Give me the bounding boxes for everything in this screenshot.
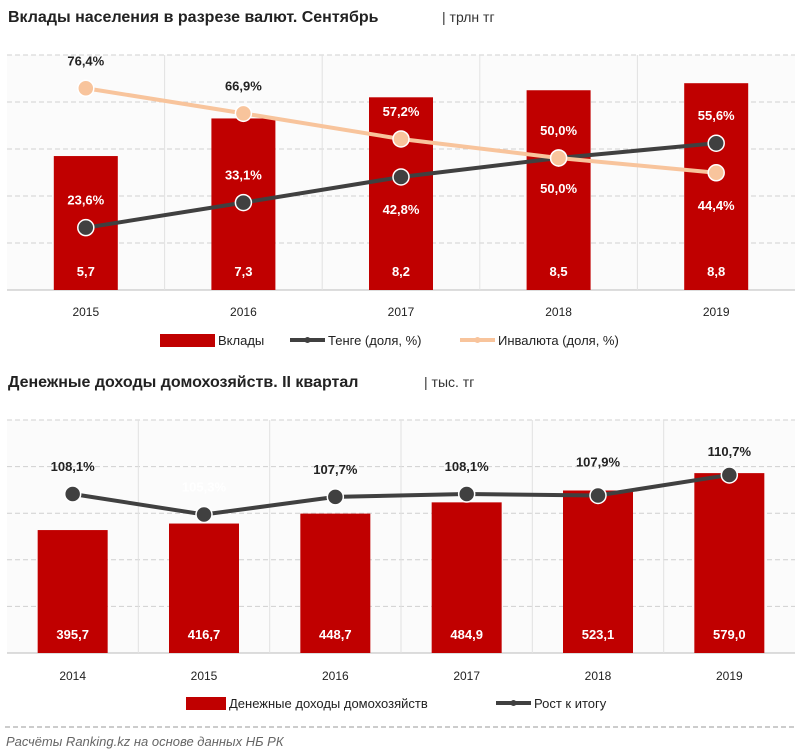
chart2-x-tick-label: 2017 bbox=[453, 669, 480, 683]
chart1-line-1-data-label: 57,2% bbox=[383, 104, 420, 119]
chart2-x-tick-label: 2015 bbox=[191, 669, 218, 683]
chart2-bar-value-label: 416,7 bbox=[188, 627, 221, 642]
chart2-x-tick-label: 2016 bbox=[322, 669, 349, 683]
chart2-legend-label: Рост к итогу bbox=[534, 696, 607, 711]
chart2-bar-value-label: 579,0 bbox=[713, 627, 746, 642]
chart2-line-0-point bbox=[589, 486, 607, 505]
chart1-legend-marker bbox=[304, 337, 311, 343]
chart2-line-0 bbox=[72, 472, 730, 517]
chart1-line-0-data-label: 23,6% bbox=[67, 193, 104, 208]
chart1-line-0-point bbox=[392, 168, 410, 186]
chart2-line-0-point bbox=[457, 485, 476, 503]
chart2-legend-label: Денежные доходы домохозяйств bbox=[229, 696, 428, 711]
chart1-bar-value-label: 8,2 bbox=[392, 264, 410, 279]
chart1-line-1-point bbox=[707, 164, 725, 182]
chart1-line-1-data-label: 76,4% bbox=[67, 53, 104, 68]
chart1-legend-label: Инвалюта (доля, %) bbox=[498, 333, 619, 348]
chart1-legend-marker bbox=[474, 337, 481, 343]
chart2-line-0-data-label: 107,9% bbox=[576, 454, 621, 469]
chart2-x-tick-label: 2014 bbox=[59, 669, 86, 683]
chart1-x-tick-label: 2018 bbox=[545, 305, 572, 319]
chart1-bar-value-label: 8,8 bbox=[707, 264, 725, 279]
chart2-bar-value-label: 523,1 bbox=[582, 627, 615, 642]
chart1-legend-bar-swatch bbox=[160, 334, 215, 347]
chart1-bar-value-label: 5,7 bbox=[77, 264, 95, 279]
chart1-title: Вклады населения в разрезе валют. Сентяб… bbox=[8, 9, 379, 26]
chart1-line-1-data-label: 44,4% bbox=[698, 198, 735, 213]
chart1-unit: | трлн тг bbox=[442, 9, 495, 25]
chart2-bar-value-label: 395,7 bbox=[56, 627, 89, 642]
chart1-line-0-point bbox=[707, 134, 725, 152]
chart1-line-0-data-label: 33,1% bbox=[225, 168, 262, 183]
chart1-line-1-point bbox=[392, 130, 410, 148]
chart2-x-tick-label: 2019 bbox=[716, 669, 743, 683]
chart1-line-0-data-label: 50,0% bbox=[540, 181, 577, 196]
chart1-line-1-data-label: 50,0% bbox=[540, 123, 577, 138]
chart1-x-tick-label: 2016 bbox=[230, 305, 257, 319]
chart1-x-tick-label: 2017 bbox=[388, 305, 415, 319]
chart2-line-0-point bbox=[63, 485, 82, 503]
chart1-line-0-data-label: 55,6% bbox=[698, 108, 735, 123]
chart2-bar-value-label: 484,9 bbox=[450, 627, 483, 642]
chart2-line-0-data-label: 108,1% bbox=[51, 459, 96, 474]
footer-source: Расчёты Ranking.kz на основе данных НБ Р… bbox=[6, 734, 285, 749]
chart2-bar-value-label: 448,7 bbox=[319, 627, 352, 642]
chart2-unit: | тыс. тг bbox=[424, 374, 474, 390]
chart2-line-0-data-label: 105,3% bbox=[182, 480, 227, 495]
chart1-line-1-point bbox=[549, 149, 568, 167]
chart1-x-tick-label: 2015 bbox=[72, 305, 99, 319]
chart1-line-0-data-label: 42,8% bbox=[383, 202, 420, 217]
chart2-legend-marker bbox=[510, 700, 517, 706]
chart2-bar-2019 bbox=[694, 473, 765, 653]
chart1-bar-2019 bbox=[684, 83, 749, 290]
chart1-line-1-point bbox=[77, 79, 95, 98]
chart2-bar-2018 bbox=[563, 490, 633, 653]
chart2-title: Денежные доходы домохозяйств. II квартал bbox=[8, 374, 358, 391]
chart2-bar-2015 bbox=[169, 523, 239, 653]
chart1-legend-label: Тенге (доля, %) bbox=[328, 333, 422, 348]
chart1-line-1-point bbox=[234, 104, 253, 123]
chart1-line-0-point bbox=[234, 193, 253, 212]
chart2-x-tick-label: 2018 bbox=[585, 669, 612, 683]
chart2-bar-2016 bbox=[300, 513, 371, 653]
chart2-line-0-point bbox=[720, 466, 739, 484]
chart2-line-0-point bbox=[326, 488, 345, 506]
chart1-line-0-point bbox=[77, 218, 95, 237]
chart2-line-0-data-label: 110,7% bbox=[708, 444, 752, 459]
chart1-bar-value-label: 8,5 bbox=[550, 264, 568, 279]
chart2-legend-bar-swatch bbox=[186, 697, 226, 710]
chart2-bar-2014 bbox=[37, 530, 108, 653]
chart1-bar-2017 bbox=[369, 97, 433, 290]
chart1-x-tick-label: 2019 bbox=[703, 305, 730, 319]
chart2-line-0-data-label: 107,7% bbox=[313, 462, 358, 477]
chart1-legend-label: Вклады bbox=[218, 333, 264, 348]
chart1-bar-value-label: 7,3 bbox=[234, 264, 252, 279]
chart1-bar-2018 bbox=[526, 90, 591, 290]
chart1-line-1-data-label: 66,9% bbox=[225, 78, 262, 93]
chart2-line-0-point bbox=[195, 505, 213, 524]
chart2-bar-2017 bbox=[431, 502, 502, 653]
chart2-line-0-data-label: 108,1% bbox=[445, 459, 490, 474]
